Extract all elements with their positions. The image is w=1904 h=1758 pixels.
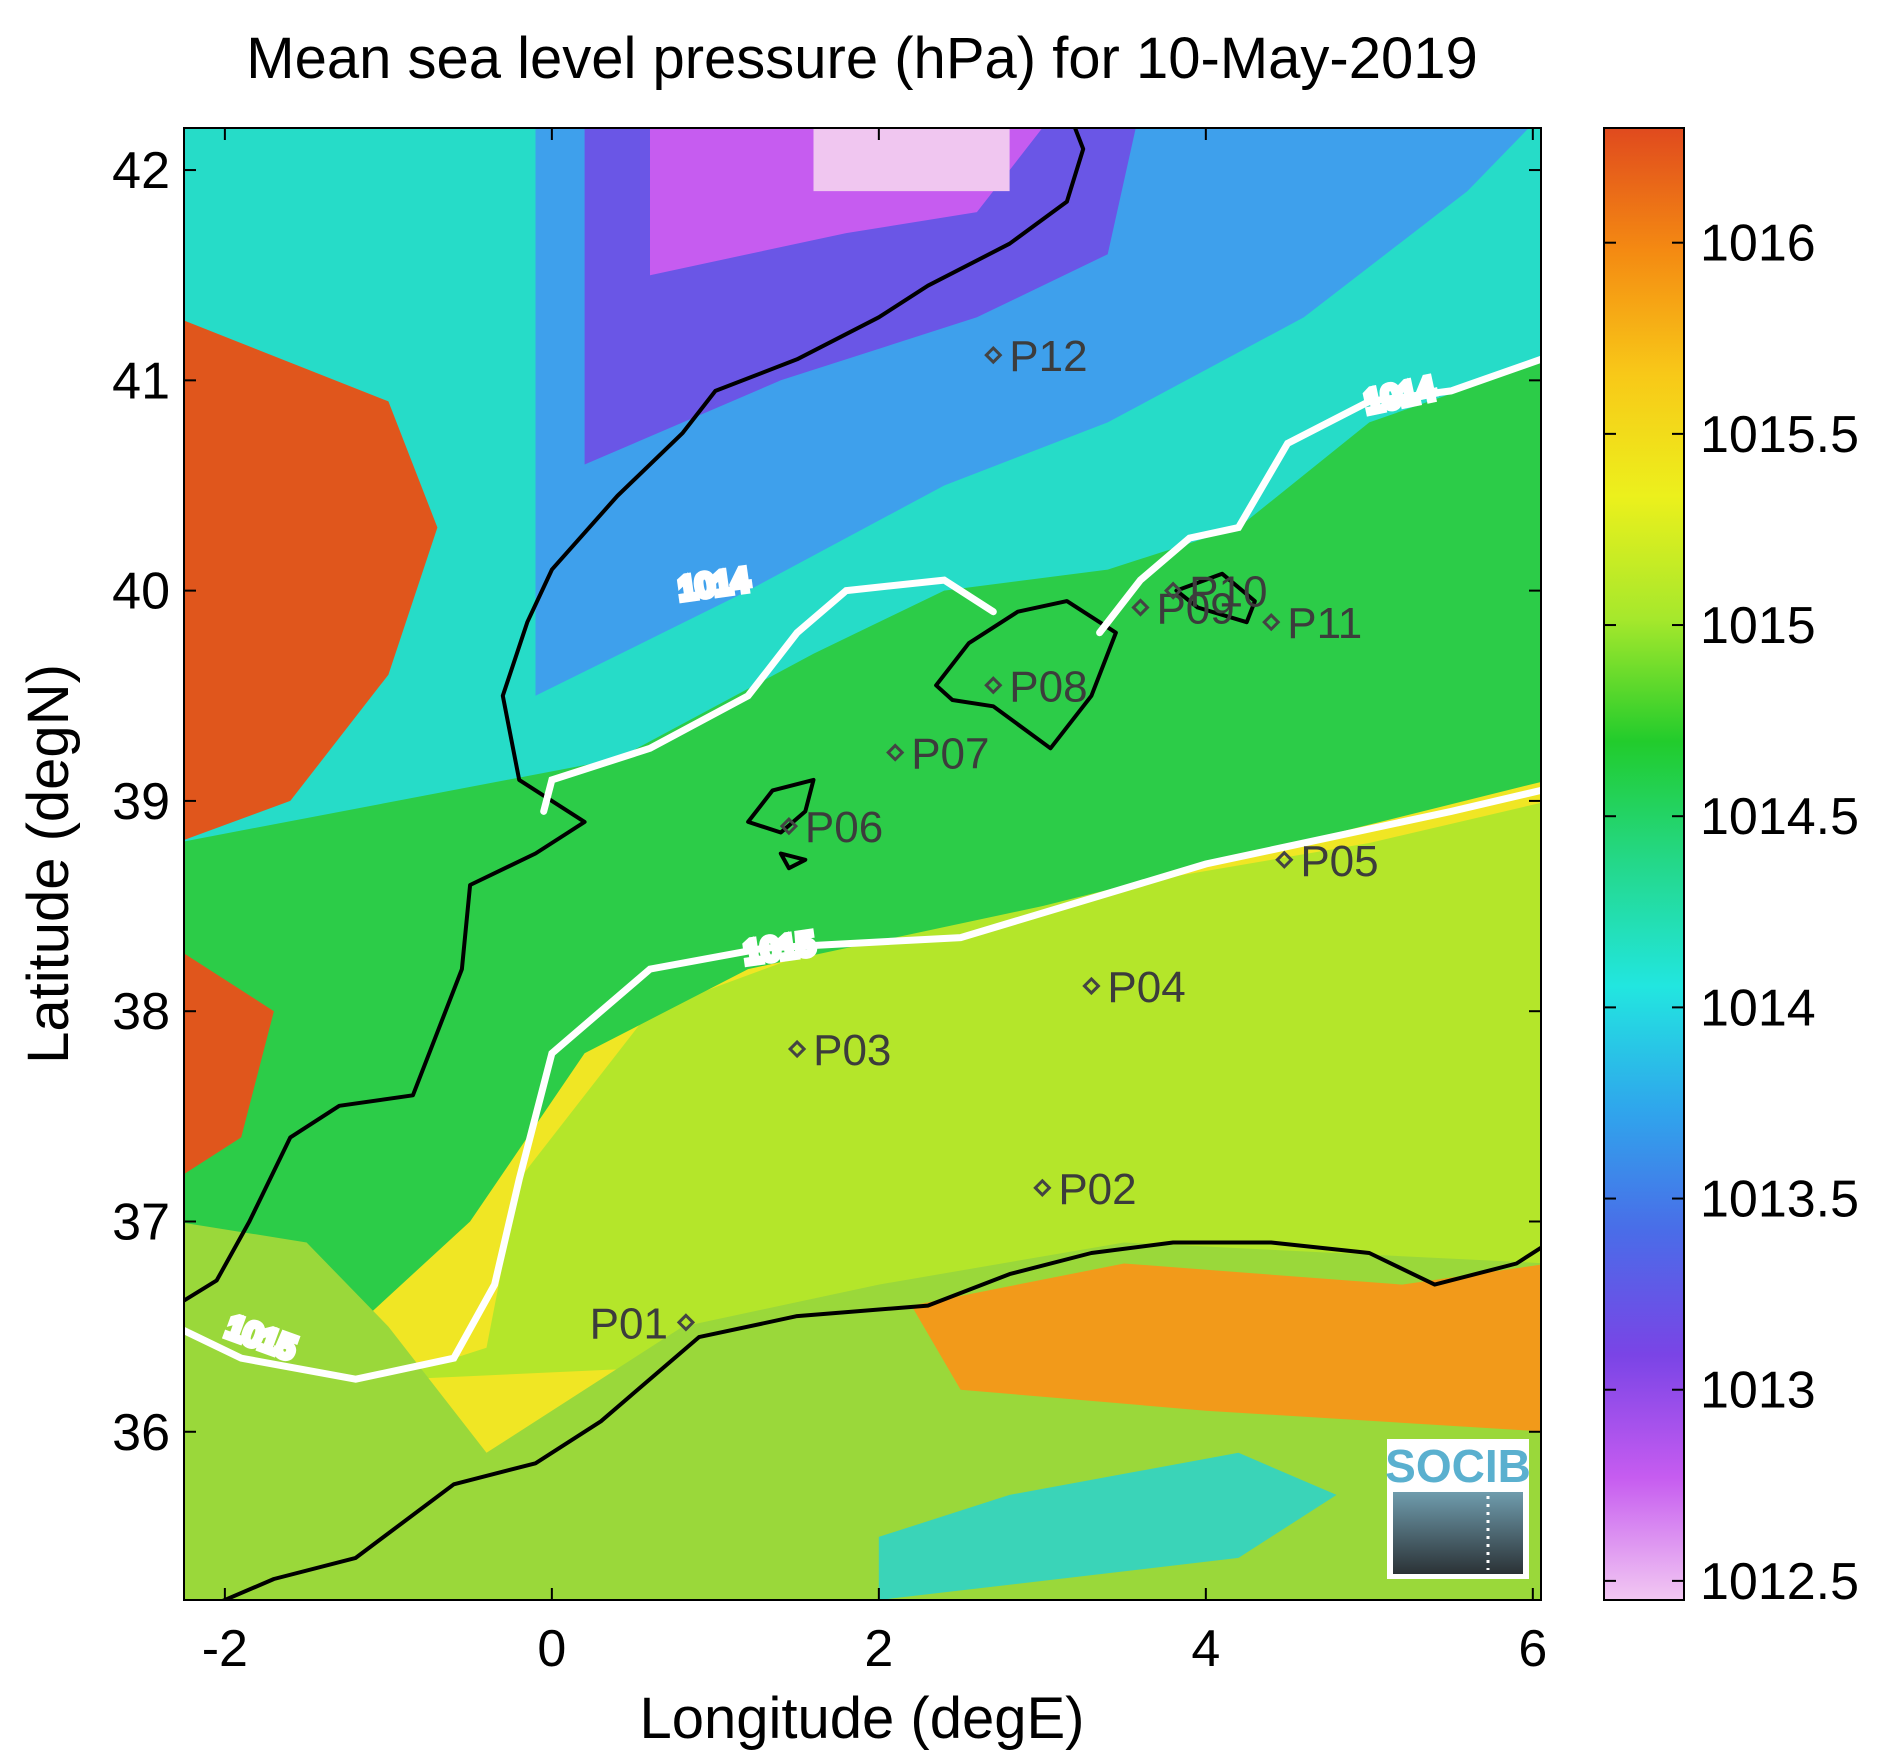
coast-africa <box>219 1240 1541 1600</box>
pressure-field <box>184 128 1541 1600</box>
y-tick-label: 41 <box>112 352 170 410</box>
station-marker <box>984 345 1003 365</box>
station-label: P02 <box>1058 1165 1136 1214</box>
x-axis-ticks: -2 0 2 4 6 <box>202 128 1547 1678</box>
contour-1014-east <box>1096 355 1541 637</box>
y-tick-label: 37 <box>112 1193 170 1251</box>
map-title: Mean sea level pressure (hPa) for 10-May… <box>246 26 1477 91</box>
station-marker <box>1275 850 1294 869</box>
x-tick-label: 6 <box>1518 1620 1547 1678</box>
station-marker <box>984 676 1003 695</box>
station-label: P12 <box>1009 332 1087 381</box>
coast-formentera <box>778 851 808 871</box>
station-marker <box>1033 1178 1052 1197</box>
station-marker <box>1082 976 1101 996</box>
colorbar-ticks: 1012.5 1013 1013.5 1014 1014.5 1015 1015.5 1016 <box>1604 215 1859 1611</box>
colorbar-tick-label: 1015 <box>1700 597 1816 655</box>
colorbar <box>1603 127 1685 1601</box>
station-label: P08 <box>1009 662 1087 711</box>
land-africa-ridge <box>911 1263 1541 1432</box>
colorbar-tick-label: 1014 <box>1700 979 1816 1037</box>
y-axis-label: Latitude (degN) <box>16 664 81 1064</box>
colorbar-tick-label: 1016 <box>1700 215 1816 273</box>
y-tick-label: 38 <box>112 983 170 1041</box>
x-tick-label: 4 <box>1191 1620 1220 1678</box>
colorbar-tick-label: 1013 <box>1700 1362 1816 1420</box>
x-tick-label: 2 <box>864 1620 893 1678</box>
coast-iberia <box>184 128 1086 1303</box>
x-tick-label: -2 <box>202 1620 248 1678</box>
y-tick-label: 40 <box>112 563 170 621</box>
land-high-pressure-south <box>184 953 274 1175</box>
station-marker <box>1262 613 1281 632</box>
coast-ibiza <box>746 777 816 835</box>
contour-1014-west <box>540 576 997 815</box>
colorbar-tick-label: 1015.5 <box>1700 406 1859 464</box>
station-label: P11 <box>1287 599 1362 648</box>
map-frame <box>183 127 1542 1601</box>
y-axis-ticks: 36 37 38 39 40 41 42 <box>112 142 1541 1462</box>
y-tick-label: 42 <box>112 142 170 200</box>
station-label: P04 <box>1107 963 1185 1012</box>
colorbar-tick-label: 1012.5 <box>1700 1553 1859 1611</box>
station-marker <box>886 743 905 762</box>
contour-1015 <box>184 786 1541 1383</box>
station-label: P06 <box>805 803 883 852</box>
logo-text: SOCIB <box>1385 1440 1531 1492</box>
station-marker <box>787 1039 807 1059</box>
station-label: P01 <box>590 1299 668 1348</box>
y-tick-label: 39 <box>112 773 170 831</box>
coast-mallorca <box>934 599 1118 751</box>
colorbar-tick-label: 1014.5 <box>1700 788 1859 846</box>
station-label: P07 <box>911 730 989 779</box>
station-marker <box>676 1313 696 1332</box>
y-tick-label: 36 <box>112 1404 170 1462</box>
colorbar-tick-label: 1013.5 <box>1700 1171 1859 1229</box>
coastline <box>184 128 1541 1600</box>
station-marker <box>779 817 799 836</box>
station-marker <box>1131 598 1150 617</box>
x-axis-label: Longitude (degE) <box>640 1686 1085 1751</box>
station-label: P03 <box>813 1026 891 1075</box>
station-label: P05 <box>1300 837 1378 886</box>
coast-menorca <box>1174 571 1257 625</box>
socib-logo: SOCIB <box>1385 1439 1531 1579</box>
field-band-min <box>813 128 1010 192</box>
station-label: P10 <box>1189 568 1267 617</box>
land-high-pressure <box>184 320 438 840</box>
station-marker <box>1164 581 1183 600</box>
land-africa-low <box>878 1452 1337 1600</box>
x-tick-label: 0 <box>537 1620 566 1678</box>
